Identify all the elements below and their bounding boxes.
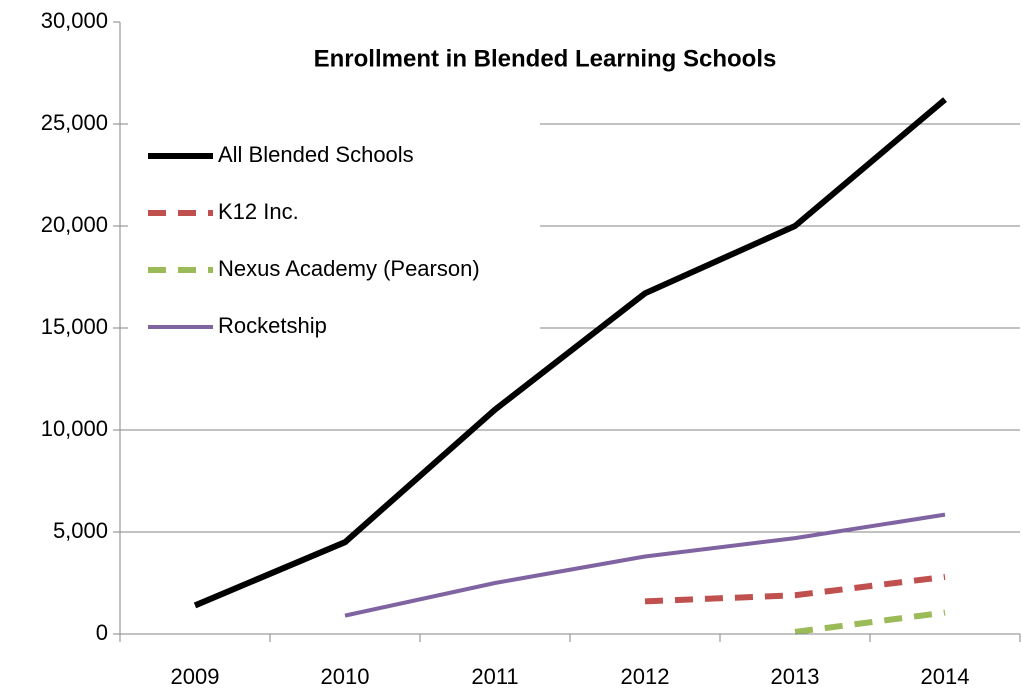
legend-label: Rocketship [218, 313, 327, 338]
legend-label: K12 Inc. [218, 199, 299, 224]
plot [193, 97, 947, 635]
legend-label: Nexus Academy (Pearson) [218, 256, 480, 281]
x-tick-label: 2014 [921, 664, 970, 689]
x-tick-label: 2012 [621, 664, 670, 689]
y-tick-label: 20,000 [41, 212, 108, 237]
chart-title: Enrollment in Blended Learning Schools [314, 45, 777, 72]
series-line [344, 512, 946, 618]
y-tick-label: 5,000 [53, 518, 108, 543]
series-line [794, 609, 946, 635]
legend-box [128, 112, 540, 348]
x-tick-label: 2010 [321, 664, 370, 689]
y-tick-label: 10,000 [41, 416, 108, 441]
series-line [644, 573, 946, 605]
x-tick-label: 2011 [471, 664, 518, 689]
x-tick-label: 2013 [771, 664, 820, 689]
y-tick-label: 0 [96, 620, 108, 645]
series-line [193, 97, 947, 609]
legend-label: All Blended Schools [218, 142, 414, 167]
y-tick-label: 30,000 [41, 8, 108, 33]
y-tick-label: 15,000 [41, 314, 108, 339]
x-tick-label: 2009 [171, 664, 220, 689]
y-tick-label: 25,000 [41, 110, 108, 135]
